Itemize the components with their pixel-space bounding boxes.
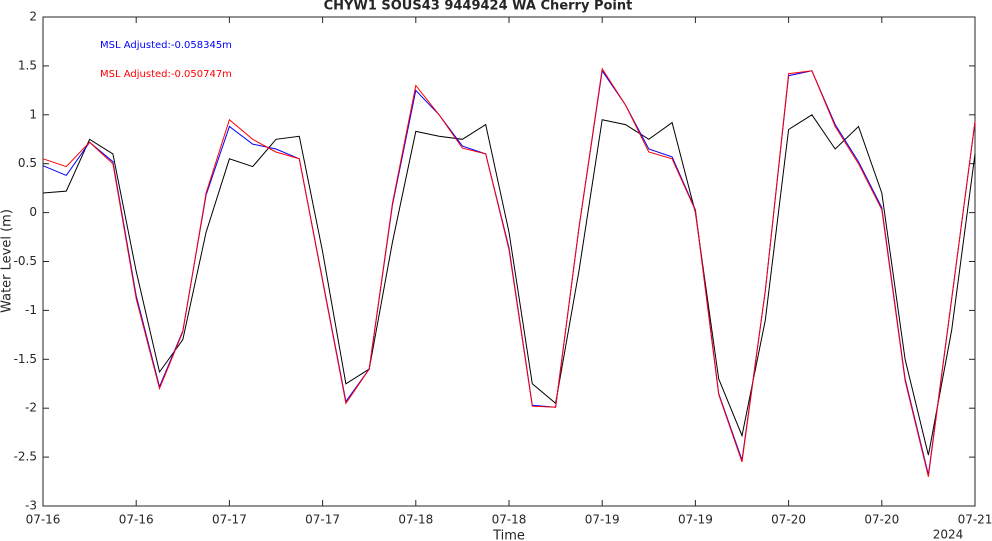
x-tick-label: 07-16 <box>119 513 154 527</box>
y-tick-label: -2.5 <box>14 450 37 464</box>
x-tick-label: 07-21 <box>958 513 992 527</box>
x-tick-label: 07-18 <box>398 513 433 527</box>
y-tick-label: -1.5 <box>14 352 37 366</box>
y-tick-label: 2 <box>29 10 37 24</box>
y-tick-label: 1 <box>29 107 37 121</box>
x-tick-label: 07-18 <box>492 513 527 527</box>
x-tick-label: 07-19 <box>678 513 713 527</box>
y-tick-label: -1 <box>25 303 37 317</box>
x-tick-label: 07-20 <box>771 513 806 527</box>
y-tick-label: -2 <box>25 401 37 415</box>
y-tick-label: -0.5 <box>14 254 37 268</box>
x-tick-label: 07-17 <box>305 513 340 527</box>
legend-entry: MSL Adjusted:-0.058345m <box>100 40 232 51</box>
x-axis-label: Time <box>492 529 525 541</box>
y-tick-label: 1.5 <box>18 58 37 72</box>
legend-entry: MSL Adjusted:-0.050747m <box>100 69 232 80</box>
y-tick-label: 0.5 <box>18 156 37 170</box>
x-tick-label: 07-16 <box>26 513 61 527</box>
x-tick-label: 07-17 <box>212 513 247 527</box>
y-axis-label: Water Level (m) <box>0 209 15 313</box>
x-annotation: 2024 <box>933 528 964 541</box>
series-line <box>42 67 976 477</box>
x-tick-label: 07-20 <box>864 513 899 527</box>
y-tick-label: -3 <box>25 499 37 513</box>
series-line <box>42 114 976 456</box>
y-tick-label: 0 <box>29 205 37 219</box>
chart-title: CHYW1 SOUS43 9449424 WA Cherry Point <box>324 0 633 14</box>
x-tick-label: 07-19 <box>585 513 620 527</box>
